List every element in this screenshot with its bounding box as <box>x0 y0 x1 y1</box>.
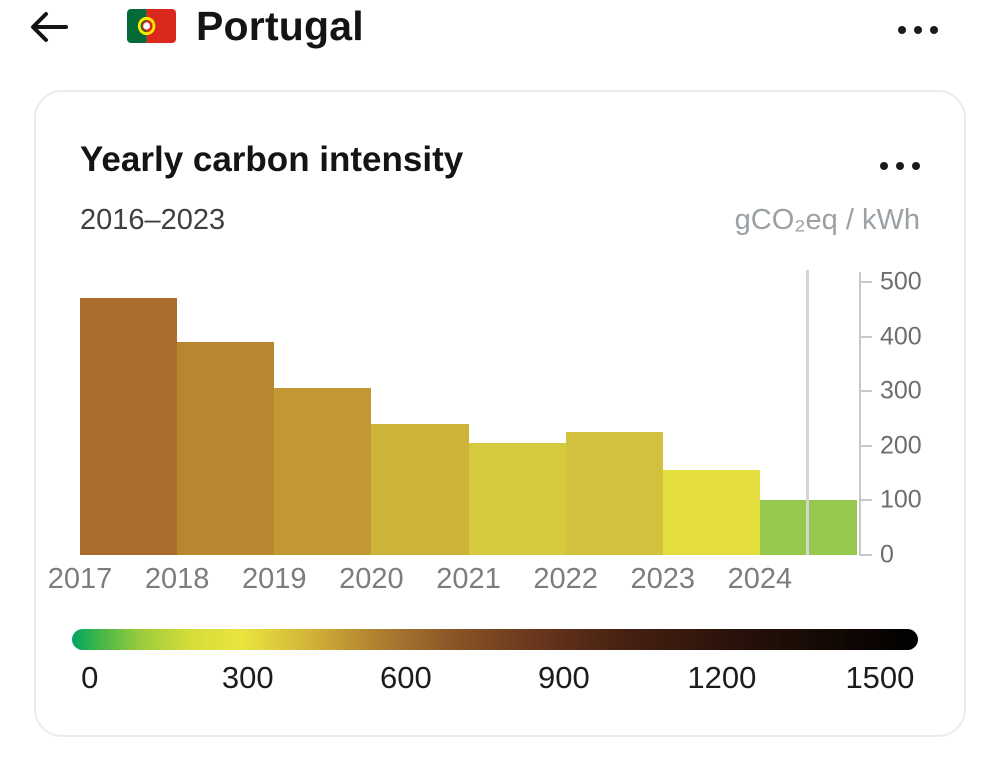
x-axis-label-2017: 2017 <box>47 563 113 595</box>
y-axis-tick-0 <box>859 554 872 556</box>
y-axis-tick-200 <box>859 444 872 447</box>
x-axis-label-2019: 2019 <box>241 563 307 595</box>
chart-bar-2016[interactable] <box>80 298 178 555</box>
y-axis-label-200: 200 <box>880 431 922 460</box>
menu-dot-icon <box>898 26 906 34</box>
date-range-label: 2016–2023 <box>80 204 226 236</box>
menu-dot-icon <box>914 26 922 34</box>
unit-label: gCO₂eq / kWh <box>734 204 920 236</box>
y-axis-tick-500 <box>859 281 872 283</box>
y-axis: 0 100 200 300 400 500 <box>859 268 929 569</box>
y-axis-label-100: 100 <box>880 485 922 514</box>
back-button[interactable] <box>24 4 72 52</box>
portugal-flag-icon <box>127 9 176 43</box>
legend-labels: 0 300 600 900 1200 1500 <box>72 654 918 702</box>
card-title: Yearly carbon intensity <box>80 140 464 179</box>
legend-label-1200: 1200 <box>687 660 757 695</box>
x-axis-label-2020: 2020 <box>339 563 404 595</box>
back-arrow-icon <box>31 11 68 42</box>
legend-gradient <box>72 629 918 650</box>
yearly-carbon-chart: 0 100 200 300 400 500 <box>80 268 929 569</box>
chart-bar-2018[interactable] <box>274 388 372 555</box>
y-axis-label-300: 300 <box>880 376 922 405</box>
y-axis-tick-100 <box>859 499 872 502</box>
menu-dot-icon <box>880 162 888 170</box>
legend-label-600: 600 <box>379 660 432 695</box>
legend-label-1500: 1500 <box>845 660 915 695</box>
chart-bars <box>80 282 857 555</box>
legend-label-300: 300 <box>221 660 274 695</box>
y-axis-label-400: 400 <box>880 322 922 351</box>
card-subheader: 2016–2023 gCO₂eq / kWh <box>80 204 920 242</box>
chart-bar-2019[interactable] <box>371 423 469 555</box>
x-axis-label-2024: 2024 <box>727 563 793 595</box>
x-axis-label-2021: 2021 <box>436 563 501 595</box>
header-menu-button[interactable] <box>898 18 938 42</box>
chart-bar-2021[interactable] <box>565 432 663 555</box>
y-axis-tick-400 <box>859 335 872 338</box>
x-axis-labels: 2017 2018 2019 2020 2021 2022 2023 2024 <box>48 563 857 605</box>
page-title: Portugal <box>196 3 364 49</box>
app-header: Portugal <box>0 0 1000 70</box>
menu-dot-icon <box>930 26 938 34</box>
chart-bar-2020[interactable] <box>468 443 566 555</box>
y-axis-line <box>859 272 861 555</box>
y-axis-tick-300 <box>859 390 872 393</box>
y-axis-label-500: 500 <box>880 267 922 296</box>
x-axis-label-2022: 2022 <box>533 563 598 595</box>
legend-label-0: 0 <box>81 660 99 695</box>
legend-label-900: 900 <box>537 660 590 695</box>
x-axis-label-2018: 2018 <box>144 563 210 595</box>
chart-bar-2017[interactable] <box>177 342 275 555</box>
card-menu-button[interactable] <box>880 156 920 176</box>
chart-bar-2022[interactable] <box>662 470 760 555</box>
y-axis-label-0: 0 <box>880 540 894 569</box>
now-marker <box>806 270 810 555</box>
x-axis-label-2023: 2023 <box>630 563 696 595</box>
carbon-intensity-card: Yearly carbon intensity 2016–2023 gCO₂eq… <box>34 90 966 737</box>
menu-dot-icon <box>896 162 904 170</box>
menu-dot-icon <box>912 162 920 170</box>
